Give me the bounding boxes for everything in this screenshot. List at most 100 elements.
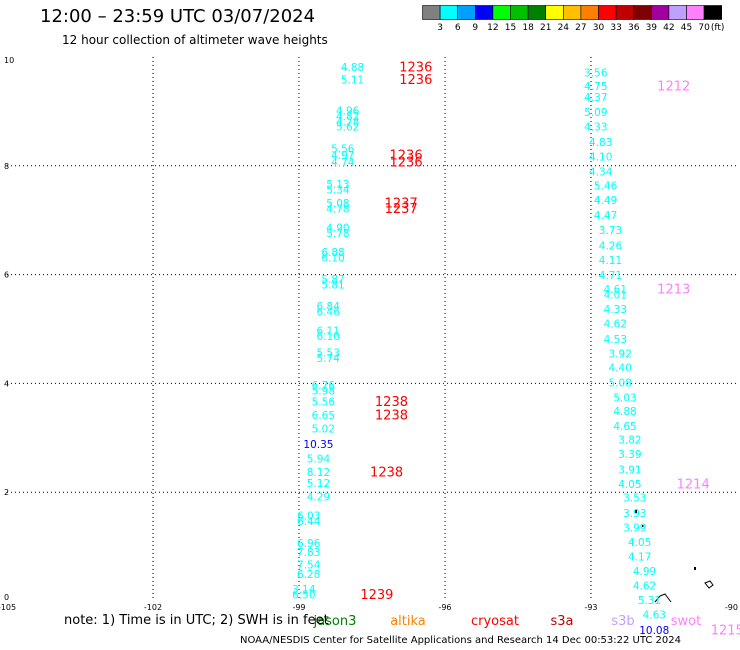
wave-height-label: 4.33	[604, 304, 627, 316]
wave-height-label: 4.40	[609, 363, 632, 375]
wave-height-label: 6.10	[317, 331, 340, 343]
footnote: note: 1) Time is in UTC; 2) SWH is in fe…	[64, 613, 329, 628]
wave-height-label: 4.78	[326, 203, 349, 215]
time-label: 1239	[360, 588, 393, 603]
wave-height-label: 4.61	[604, 284, 627, 296]
wave-height-label: 4.75	[584, 81, 607, 93]
wave-height-label: 5.53	[317, 347, 340, 359]
wave-height-label: 5.81	[321, 279, 344, 291]
wave-height-label: 3.14	[292, 584, 316, 596]
colorbar-label: 6	[455, 23, 461, 33]
wave-height-label: 4.88	[613, 406, 636, 418]
colorbar-unit: (ft)	[711, 23, 725, 33]
wave-height-label: 5.08	[609, 377, 632, 389]
colorbar-label: 42	[663, 23, 674, 33]
land-outline	[635, 510, 714, 603]
colorbar-label: 18	[522, 23, 534, 33]
page-title: 12:00 – 23:59 UTC 03/07/2024	[40, 6, 316, 27]
wave-height-label: 5.98	[312, 386, 335, 398]
wave-height-label: 7.54	[297, 560, 321, 572]
wave-height-label: 4.78	[336, 116, 359, 128]
wave-height-label: 5.12	[307, 478, 330, 490]
time-label: 1236	[390, 156, 423, 171]
colorbar-label: 30	[593, 23, 605, 33]
wave-height-label: 4.49	[594, 195, 617, 207]
wave-height-label: 6.03	[297, 511, 320, 523]
wave-height-label: 4.01	[604, 289, 627, 301]
legend-item-altika: altika	[390, 614, 426, 629]
wave-height-label: 6.28	[297, 569, 320, 581]
wave-height-label: 6.50	[292, 590, 315, 602]
y-tick-label: 0	[4, 593, 9, 602]
x-tick-label: -90	[725, 603, 738, 612]
colorbar-label: 39	[646, 23, 658, 33]
wave-height-label: 10.35	[303, 439, 333, 451]
colorbar-label: 70	[698, 23, 710, 33]
colorbar: 3 6 9 12 15 18 21 24 27 30 33 36 39 42 45 70 (ft)	[422, 5, 725, 33]
x-tick-label: -96	[438, 603, 451, 612]
time-label: 1212	[657, 79, 690, 94]
wave-height-label: 6.10	[321, 252, 344, 264]
grid	[7, 57, 737, 601]
y-tick-label: 4	[4, 379, 9, 388]
y-tick-label: 10	[4, 56, 14, 65]
time-label: 1238	[370, 466, 403, 481]
y-tick-label: 2	[4, 488, 9, 497]
wave-height-label: 6.88	[321, 247, 344, 259]
legend-item-jason3: jason3	[313, 614, 357, 629]
colorbar-label: 21	[540, 23, 551, 33]
wave-height-label: 5.56	[331, 143, 355, 155]
wave-height-label: 4.63	[643, 610, 666, 622]
wave-height-label: 6.44	[297, 516, 321, 528]
wave-height-label: 4.26	[599, 240, 623, 252]
time-label: 1213	[657, 282, 690, 297]
coastline-outline	[654, 593, 672, 603]
wave-height-label: 3.99	[623, 523, 646, 535]
wave-height-label: 5.13	[326, 179, 349, 191]
wave-height-label: 3.39	[618, 449, 641, 461]
legend-item-s3a: s3a	[550, 614, 573, 629]
x-tick-label: -105	[0, 603, 16, 612]
colorbar-label: 33	[610, 23, 621, 33]
legend-item-cryosat: cryosat	[471, 614, 519, 629]
time-label: 1214	[677, 478, 710, 493]
time-label: 1237	[385, 196, 418, 211]
legend-item-s3b: s3b	[611, 614, 634, 629]
wave-height-label: 4.62	[604, 319, 627, 331]
wave-height-label: 3.93	[623, 508, 646, 520]
time-label: 1236	[390, 149, 423, 164]
wave-height-label: 5.34	[326, 184, 350, 196]
wave-height-label: 6.65	[312, 410, 335, 422]
axes: -105 -102 -99 -96 -93 -90 0 2 4 6 8 10	[0, 56, 738, 612]
colorbar-swatch	[703, 5, 723, 20]
wave-height-label: 4.53	[604, 334, 627, 346]
legend-item-swot: swot	[671, 614, 701, 629]
islet-mark	[635, 510, 637, 513]
wave-height-label: 3.82	[618, 435, 641, 447]
wave-height-label: 4.47	[594, 210, 617, 222]
wave-height-label: 6.84	[317, 301, 341, 313]
wave-height-label: 4.83	[589, 137, 612, 149]
wave-height-label: 5.03	[613, 393, 636, 405]
y-tick-label: 6	[4, 271, 9, 280]
page-subtitle: 12 hour collection of altimeter wave hei…	[62, 33, 328, 47]
wave-height-label: 3.91	[618, 464, 641, 476]
time-label: 1236	[399, 73, 432, 88]
wave-height-label: 6.11	[317, 326, 340, 338]
wave-height-label: 4.05	[628, 537, 651, 549]
wave-height-label: 4.29	[307, 492, 330, 504]
colorbar-label: 12	[487, 23, 498, 33]
colorbar-label: 24	[558, 23, 570, 33]
wave-height-label: 3.73	[599, 225, 622, 237]
wave-height-label: 6.76	[312, 380, 336, 392]
wave-height-label: 5.62	[336, 122, 359, 134]
data-labels: 4.885.114.964.824.785.625.564.974.745.13…	[292, 60, 740, 638]
wave-height-label: 4.34	[589, 166, 613, 178]
legend: jason3 altika cryosat s3a s3b swot	[313, 614, 702, 629]
wave-height-label: 6.96	[297, 538, 321, 550]
wave-height-label: 5.94	[307, 454, 331, 466]
wave-height-label: 4.71	[599, 270, 622, 282]
x-tick-label: -99	[292, 603, 305, 612]
